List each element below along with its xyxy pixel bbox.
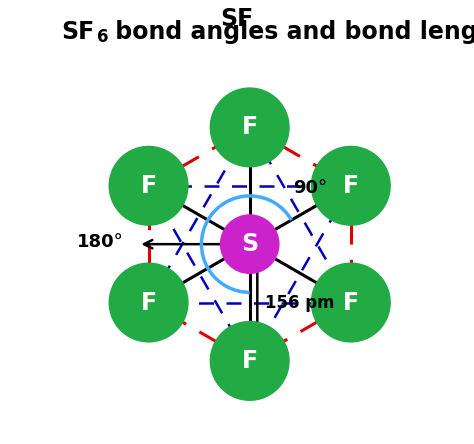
Circle shape (210, 321, 289, 400)
Text: bond angles and bond lengths: bond angles and bond lengths (107, 20, 474, 44)
Text: 6: 6 (97, 28, 109, 46)
Circle shape (210, 88, 289, 167)
Text: 156 pm: 156 pm (265, 293, 335, 312)
Circle shape (220, 215, 279, 274)
Text: 90°: 90° (293, 179, 327, 197)
Text: 180°: 180° (76, 233, 123, 250)
Text: SF: SF (62, 20, 95, 44)
Text: SF: SF (220, 7, 254, 31)
Text: F: F (140, 174, 156, 198)
Circle shape (311, 147, 390, 225)
Text: F: F (140, 290, 156, 314)
Text: F: F (343, 174, 359, 198)
Text: F: F (343, 290, 359, 314)
Text: F: F (242, 115, 258, 139)
Circle shape (311, 263, 390, 342)
Text: F: F (242, 349, 258, 373)
Circle shape (109, 263, 188, 342)
Text: S: S (241, 232, 258, 256)
Circle shape (109, 147, 188, 225)
